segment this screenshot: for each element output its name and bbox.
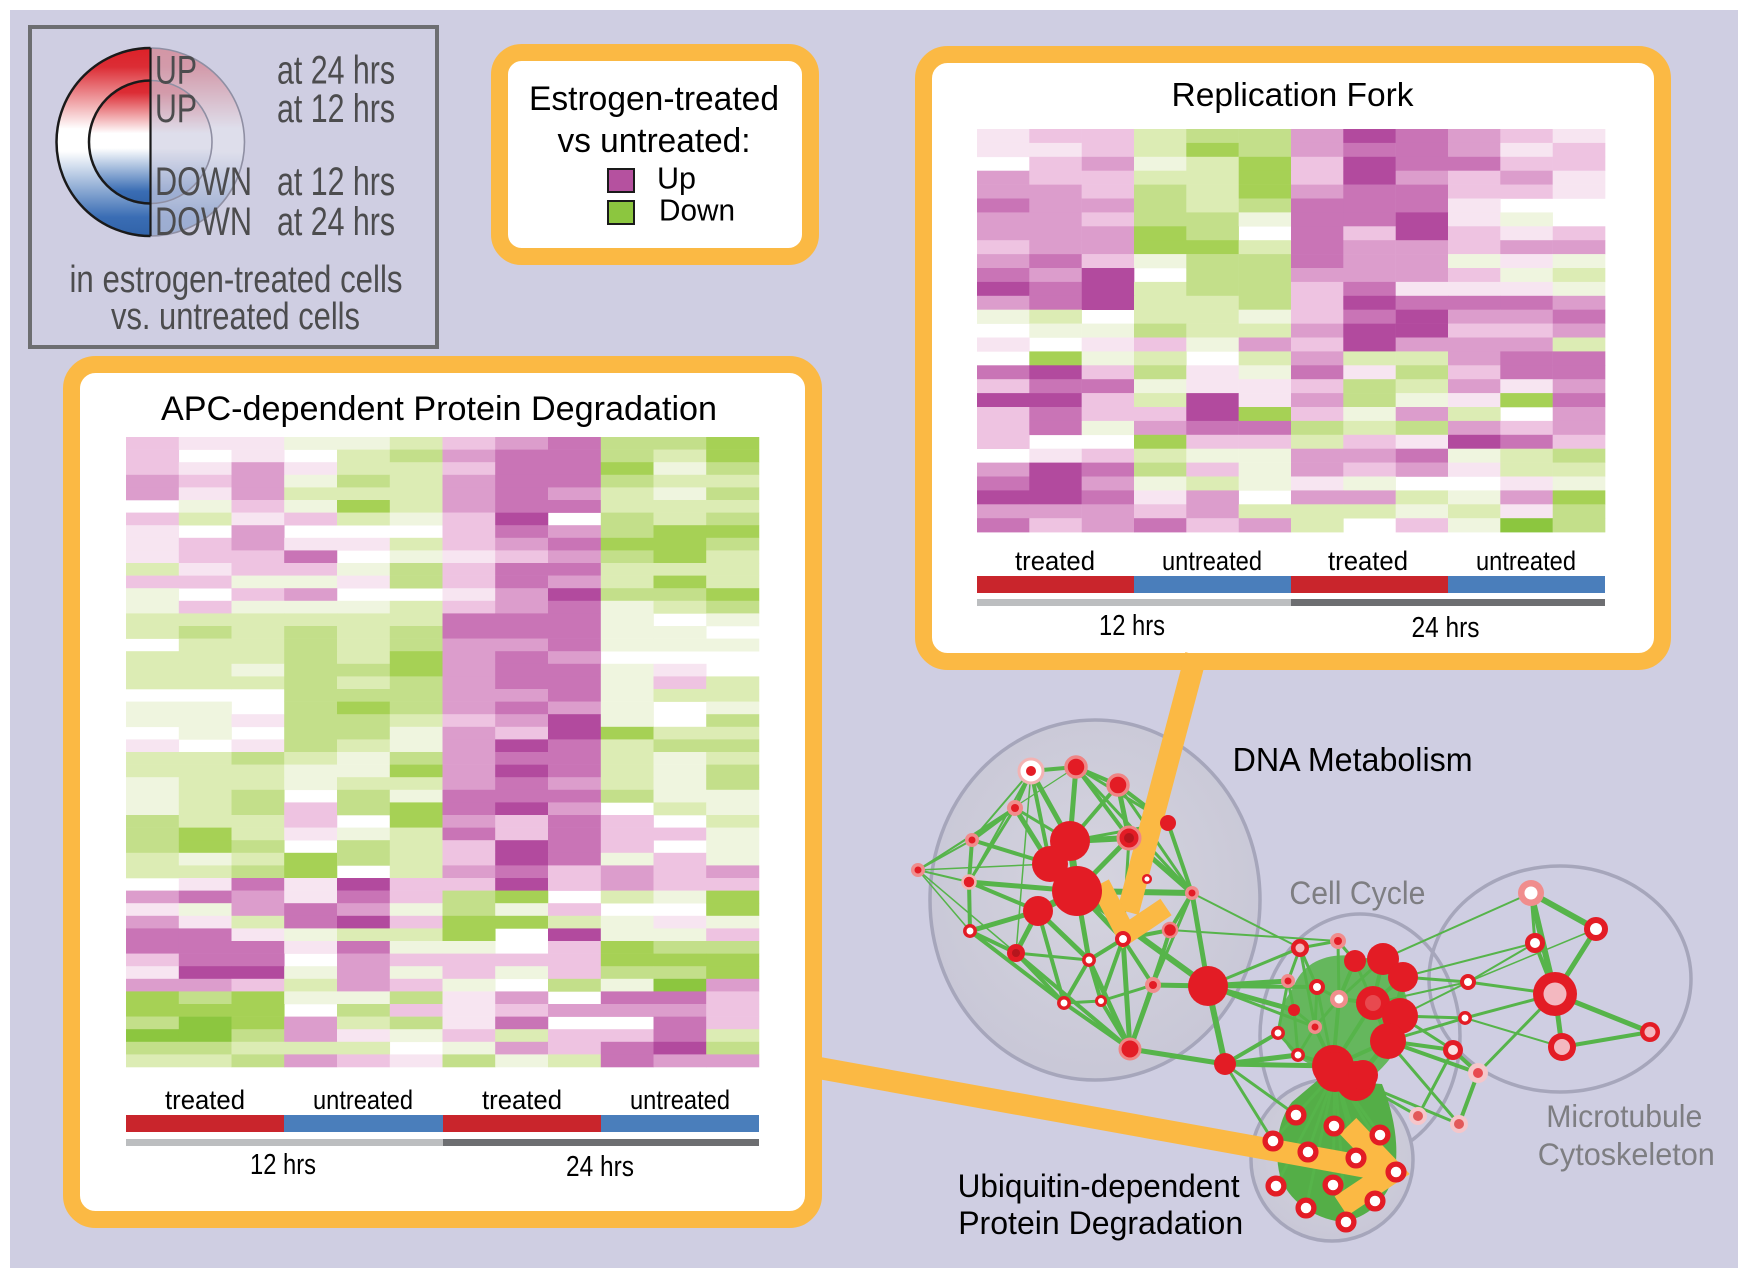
svg-text:at 12 hrs: at 12 hrs: [277, 87, 395, 131]
svg-text:at 24 hrs: at 24 hrs: [277, 49, 395, 93]
svg-text:treated: treated: [1328, 546, 1408, 576]
svg-text:untreated: untreated: [1162, 546, 1262, 576]
svg-text:vs untreated:: vs untreated:: [558, 122, 751, 160]
svg-text:24 hrs: 24 hrs: [566, 1151, 634, 1183]
svg-text:Cytoskeleton: Cytoskeleton: [1538, 1136, 1715, 1172]
svg-text:12 hrs: 12 hrs: [1099, 610, 1165, 642]
svg-text:DOWN: DOWN: [155, 200, 252, 244]
svg-text:Estrogen-treated: Estrogen-treated: [529, 80, 779, 118]
svg-text:at 12 hrs: at 12 hrs: [277, 160, 395, 204]
svg-text:vs. untreated cells: vs. untreated cells: [111, 296, 360, 338]
svg-text:Replication Fork: Replication Fork: [1172, 77, 1414, 114]
svg-text:untreated: untreated: [1476, 546, 1576, 576]
svg-text:UP: UP: [155, 87, 197, 131]
svg-text:at 24 hrs: at 24 hrs: [277, 200, 395, 244]
svg-text:Protein Degradation: Protein Degradation: [958, 1205, 1243, 1241]
svg-text:Ubiquitin-dependent: Ubiquitin-dependent: [958, 1168, 1240, 1204]
svg-text:24 hrs: 24 hrs: [1412, 612, 1480, 644]
svg-text:APC-dependent Protein Degradat: APC-dependent Protein Degradation: [161, 390, 717, 428]
svg-text:DOWN: DOWN: [155, 160, 252, 204]
svg-text:in estrogen-treated cells: in estrogen-treated cells: [70, 259, 403, 301]
svg-text:treated: treated: [1015, 546, 1095, 576]
svg-text:12 hrs: 12 hrs: [250, 1149, 316, 1181]
svg-text:DNA Metabolism: DNA Metabolism: [1233, 741, 1473, 778]
svg-text:untreated: untreated: [313, 1085, 413, 1115]
svg-text:UP: UP: [155, 49, 197, 93]
svg-text:untreated: untreated: [630, 1085, 730, 1115]
svg-text:treated: treated: [482, 1085, 562, 1115]
svg-text:Up: Up: [657, 162, 696, 196]
svg-text:Microtubule: Microtubule: [1546, 1098, 1702, 1134]
svg-text:treated: treated: [165, 1085, 245, 1115]
svg-text:Down: Down: [659, 194, 735, 228]
svg-text:Cell Cycle: Cell Cycle: [1289, 875, 1425, 911]
